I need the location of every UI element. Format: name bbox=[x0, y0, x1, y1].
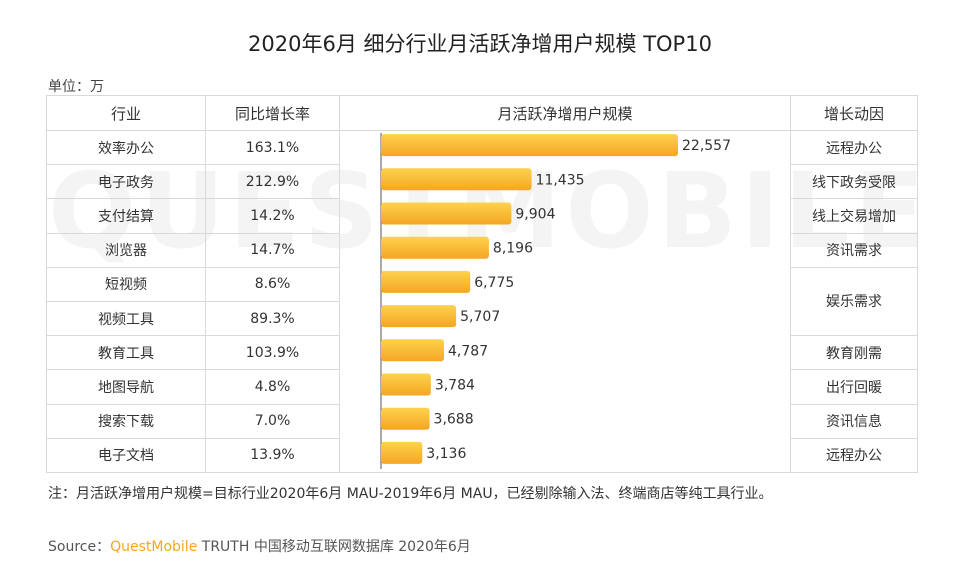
bar-cell bbox=[339, 301, 791, 336]
bar-cell bbox=[339, 267, 791, 302]
bar-cell bbox=[339, 404, 791, 439]
bar-cell bbox=[339, 438, 791, 473]
industry-cell: 短视频 bbox=[46, 266, 206, 302]
industry-cell: 搜索下载 bbox=[46, 403, 206, 439]
bar-cell bbox=[339, 129, 791, 165]
industry-cell: 地图导航 bbox=[46, 369, 206, 405]
table-row: 搜索下载 7.0% 资讯信息 bbox=[46, 403, 918, 439]
source-line: Source：QuestMobile TRUTH 中国移动互联网数据库 2020… bbox=[48, 536, 471, 556]
growth-rate-cell: 4.8% bbox=[205, 369, 340, 405]
industry-cell: 视频工具 bbox=[46, 300, 206, 337]
footnote: 注：月活跃净增用户规模=目标行业2020年6月 MAU-2019年6月 MAU，… bbox=[48, 486, 773, 502]
source-rest: TRUTH 中国移动互联网数据库 2020年6月 bbox=[197, 539, 471, 555]
header-growth-rate: 同比增长率 bbox=[205, 95, 340, 131]
bar-cell bbox=[339, 164, 791, 199]
source-brand: QuestMobile bbox=[110, 539, 198, 555]
table-row: 浏览器 14.7% 资讯需求 bbox=[46, 232, 918, 268]
table-row: 支付结算 14.2% 线上交易增加 bbox=[46, 198, 918, 234]
driver-cell: 资讯需求 bbox=[790, 232, 918, 268]
bar-cell bbox=[339, 335, 791, 370]
bar-cell bbox=[339, 369, 791, 404]
growth-rate-cell: 163.1% bbox=[205, 129, 340, 166]
industry-cell: 效率办公 bbox=[46, 129, 206, 166]
driver-cell: 线上交易增加 bbox=[790, 198, 918, 234]
header-row: 行业 同比增长率 月活跃净增用户规模 增长动因 bbox=[46, 95, 918, 131]
industry-cell: 浏览器 bbox=[46, 232, 206, 268]
table-row: 电子政务 212.9% 线下政务受限 bbox=[46, 164, 918, 200]
growth-rate-cell: 103.9% bbox=[205, 335, 340, 371]
growth-rate-cell: 212.9% bbox=[205, 164, 340, 200]
industry-cell: 教育工具 bbox=[46, 335, 206, 371]
growth-rate-cell: 7.0% bbox=[205, 403, 340, 439]
table-row: 效率办公 163.1% 远程办公 bbox=[46, 129, 918, 166]
bar-cell bbox=[339, 233, 791, 268]
growth-rate-cell: 8.6% bbox=[205, 266, 340, 302]
table-row: 短视频 8.6% 娱乐需求 bbox=[46, 266, 918, 337]
unit-label: 单位：万 bbox=[48, 79, 104, 95]
header-driver: 增长动因 bbox=[790, 95, 918, 131]
table-row: 地图导航 4.8% 出行回暖 bbox=[46, 369, 918, 405]
growth-rate-cell: 89.3% bbox=[205, 300, 340, 337]
data-table: 行业 同比增长率 月活跃净增用户规模 增长动因 效率办公 163.1% 远程办公 电子… bbox=[46, 95, 918, 473]
table-row: 教育工具 103.9% 教育刚需 bbox=[46, 335, 918, 371]
header-industry: 行业 bbox=[46, 95, 206, 131]
driver-cell: 资讯信息 bbox=[790, 403, 918, 439]
table-row: 电子文档 13.9% 远程办公 bbox=[46, 437, 918, 473]
growth-rate-cell: 14.2% bbox=[205, 198, 340, 234]
bar-cell bbox=[339, 198, 791, 234]
driver-cell: 远程办公 bbox=[790, 129, 918, 166]
driver-cell: 远程办公 bbox=[790, 437, 918, 473]
header-mau: 月活跃净增用户规模 bbox=[339, 95, 791, 131]
driver-cell: 线下政务受限 bbox=[790, 164, 918, 200]
industry-cell: 电子政务 bbox=[46, 164, 206, 200]
growth-rate-cell: 13.9% bbox=[205, 437, 340, 473]
driver-cell: 出行回暖 bbox=[790, 369, 918, 405]
industry-cell: 电子文档 bbox=[46, 437, 206, 473]
source-prefix: Source： bbox=[48, 539, 111, 555]
growth-rate-cell: 14.7% bbox=[205, 232, 340, 268]
chart-title: 2020年6月 细分行业月活跃净增用户规模 TOP10 bbox=[248, 32, 712, 56]
driver-cell: 娱乐需求 bbox=[790, 266, 918, 337]
industry-cell: 支付结算 bbox=[46, 198, 206, 234]
driver-cell: 教育刚需 bbox=[790, 335, 918, 371]
table-row: 视频工具 89.3% bbox=[46, 300, 918, 337]
